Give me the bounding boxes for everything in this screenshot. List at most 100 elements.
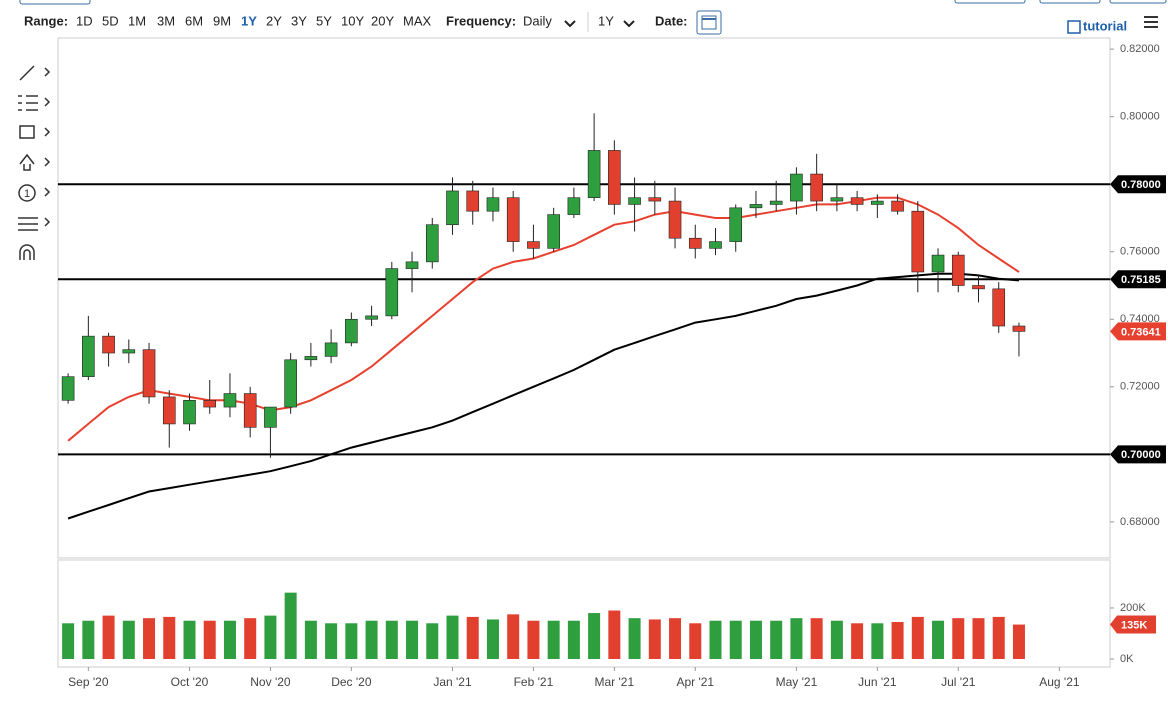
volume-bar bbox=[648, 619, 661, 659]
frequency-select[interactable]: Daily bbox=[523, 13, 552, 28]
x-tick-label: Apr '21 bbox=[676, 675, 714, 689]
volume-bar bbox=[244, 618, 257, 659]
tool-rect[interactable] bbox=[19, 125, 35, 139]
volume-bar bbox=[952, 618, 965, 659]
menu-icon[interactable] bbox=[1144, 16, 1158, 28]
volume-bar bbox=[122, 620, 135, 659]
volume-bar bbox=[345, 623, 358, 659]
volume-bar bbox=[486, 619, 499, 659]
candle-body bbox=[850, 197, 864, 205]
chevron[interactable] bbox=[623, 20, 635, 28]
volume-bar bbox=[304, 620, 317, 659]
candle-body bbox=[142, 349, 156, 398]
top-button[interactable] bbox=[954, 0, 1026, 4]
volume-bar bbox=[446, 615, 459, 659]
tool-counter[interactable] bbox=[18, 184, 36, 202]
range-button[interactable]: 5Y bbox=[316, 13, 332, 28]
range-button[interactable]: 2Y bbox=[266, 13, 282, 28]
range-button[interactable]: 9M bbox=[213, 13, 231, 28]
candle-body bbox=[385, 268, 399, 317]
volume-bar bbox=[507, 614, 520, 659]
volume-bar bbox=[669, 618, 682, 659]
range-button[interactable]: 10Y bbox=[341, 13, 364, 28]
volume-bar bbox=[790, 618, 803, 659]
range-button[interactable]: 1D bbox=[76, 13, 93, 28]
range-button[interactable]: 1M bbox=[128, 13, 146, 28]
range-button[interactable]: MAX bbox=[403, 13, 432, 28]
candle-body bbox=[345, 318, 358, 344]
volume-label-box bbox=[1110, 615, 1156, 634]
range-button[interactable]: 3Y bbox=[291, 13, 307, 28]
price-label: 0.75185 bbox=[1121, 274, 1161, 286]
range-button[interactable]: 5D bbox=[102, 13, 119, 28]
range-buttons: 1D 5D 1M 3M 6M 9M 1Y 2Y 3Y 5Y 10Y 20Y MAX bbox=[76, 13, 432, 28]
top-button[interactable] bbox=[19, 0, 91, 5]
tutorial-link[interactable]: tutorial bbox=[1083, 18, 1127, 33]
volume-bar bbox=[325, 623, 338, 659]
volume-bar bbox=[163, 616, 176, 659]
chevron[interactable] bbox=[564, 20, 576, 28]
price-label-box bbox=[1110, 270, 1166, 289]
last-price-box bbox=[1110, 322, 1166, 341]
volume-bar bbox=[365, 620, 378, 659]
tool-magnet[interactable] bbox=[19, 244, 35, 260]
candle-body bbox=[61, 376, 75, 401]
candle-body bbox=[668, 200, 682, 239]
volume-bar bbox=[729, 620, 742, 659]
volume-bar bbox=[567, 620, 580, 659]
volume-bar bbox=[466, 616, 479, 659]
range-button[interactable]: 6M bbox=[185, 13, 203, 28]
candle-body bbox=[587, 150, 601, 198]
x-tick-label: Feb '21 bbox=[514, 675, 554, 689]
candle-body bbox=[648, 197, 662, 202]
volume-label: 135K bbox=[1121, 619, 1147, 631]
calendar-frame[interactable] bbox=[696, 10, 722, 35]
tutorial-icon[interactable] bbox=[1067, 20, 1081, 34]
candle-body bbox=[162, 396, 176, 425]
calendar-icon bbox=[701, 15, 717, 30]
candle-body bbox=[992, 288, 1006, 327]
moving-average bbox=[67, 272, 1020, 520]
candle-body bbox=[183, 400, 196, 425]
candle-body bbox=[223, 393, 237, 408]
candle-body bbox=[203, 400, 217, 408]
volume-bar bbox=[223, 620, 236, 659]
tool-settings[interactable] bbox=[18, 217, 38, 231]
tool-expanders[interactable] bbox=[44, 67, 51, 227]
tool-line[interactable] bbox=[19, 65, 35, 81]
candle-body bbox=[871, 200, 884, 205]
candle-body bbox=[951, 254, 965, 286]
volume-bar bbox=[183, 620, 196, 659]
y-tick-label: 0.72000 bbox=[1120, 381, 1160, 393]
candle-body bbox=[122, 349, 136, 354]
volume-bar bbox=[689, 623, 702, 659]
tool-arrow[interactable] bbox=[19, 153, 35, 171]
volume-bar bbox=[851, 623, 864, 659]
candle-body bbox=[243, 393, 257, 428]
candle-body bbox=[688, 237, 702, 249]
volume-bar bbox=[992, 616, 1005, 659]
top-button[interactable] bbox=[1109, 0, 1167, 4]
top-button[interactable] bbox=[1039, 0, 1101, 4]
volume-panel bbox=[57, 559, 1111, 668]
tool-fib[interactable] bbox=[18, 95, 38, 111]
y-tick-label: 0.80000 bbox=[1120, 111, 1160, 123]
candle-body bbox=[810, 173, 823, 202]
x-tick-label: Dec '20 bbox=[331, 675, 372, 689]
range-button[interactable]: 1Y bbox=[241, 13, 257, 28]
range-button[interactable]: 20Y bbox=[371, 13, 394, 28]
candle-body bbox=[911, 210, 925, 273]
period-select[interactable]: 1Y bbox=[598, 13, 614, 28]
y-tick-label: 0.76000 bbox=[1120, 246, 1160, 258]
x-tick-label: May '21 bbox=[776, 675, 818, 689]
candle-body bbox=[931, 254, 945, 273]
y-tick-label: 0.82000 bbox=[1120, 43, 1160, 55]
range-button[interactable]: 3M bbox=[157, 13, 175, 28]
candle-body bbox=[264, 406, 277, 428]
volume-bar bbox=[527, 620, 540, 659]
candle-body bbox=[729, 207, 743, 242]
calendar-button[interactable] bbox=[696, 10, 722, 35]
candle-body bbox=[628, 197, 641, 205]
